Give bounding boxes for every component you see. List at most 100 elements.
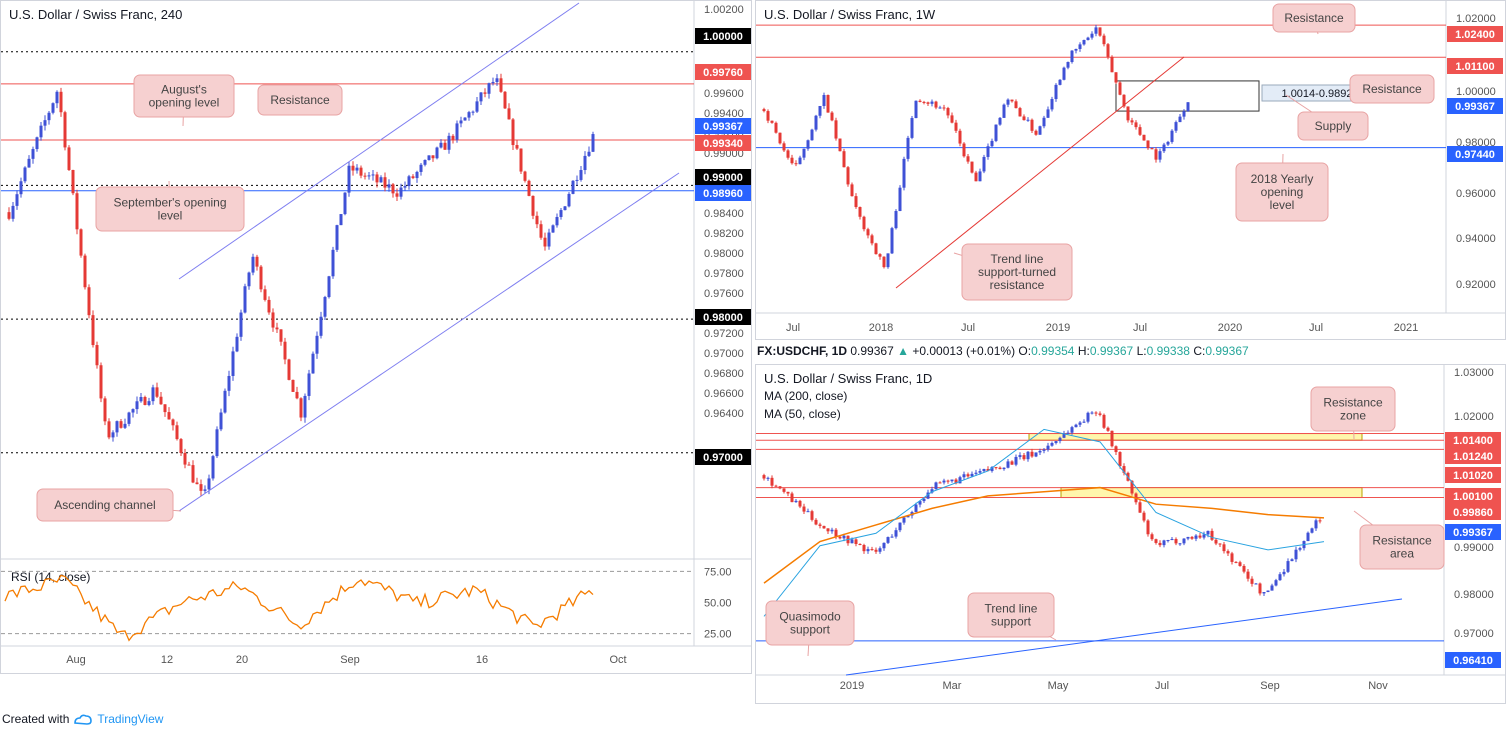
candle-body [1166,141,1170,145]
candle-body [143,397,147,405]
annotation-text: Resistance [1323,396,1383,410]
quote-close-label: C: [1193,344,1206,358]
candle-body [563,206,567,211]
tradingview-brand[interactable]: TradingView [97,712,164,726]
candle-body [850,184,854,197]
ma200-line [763,486,1325,584]
candle-body [195,482,199,485]
candle-body [1170,130,1174,142]
candle-body [1114,446,1118,453]
price-tick-label: 0.97200 [704,328,744,340]
candle-body [487,83,491,94]
price-badge [1445,504,1501,520]
candle-body [1110,56,1114,73]
candle-body [171,419,175,426]
candle-body [1166,540,1170,542]
candle-body [762,109,766,112]
candle-body [882,542,886,549]
candle-body [1026,119,1030,121]
chart-panel-1d[interactable]: U.S. Dollar / Swiss Franc, 1D MA (200, c… [755,364,1506,704]
candle-body [1066,62,1070,68]
channel-upper-line [178,2,580,280]
candle-body [834,120,838,139]
candle-body [1058,437,1062,442]
candle-body [479,92,483,102]
price-badge-label: 0.99367 [1455,101,1495,113]
candle-body [323,297,327,317]
candle-body [47,112,51,121]
candle-body [1150,148,1154,150]
annotation-callout [133,74,235,118]
chart-1w-svg[interactable]: 1.020001.000000.980000.960000.940000.920… [756,1,1505,339]
candle-body [151,387,155,402]
candle-body [1194,535,1198,539]
candle-body [451,135,455,140]
candle-body [770,477,774,486]
candle-body [958,477,962,484]
candle-body [431,155,435,159]
annotation-callout [257,84,343,116]
candle-body [778,486,782,489]
annotation-text: support [991,615,1032,629]
candle-body [1042,117,1046,127]
candle-body [571,180,575,194]
candle-body [1162,144,1166,152]
price-badge [695,64,751,80]
price-badge-label: 0.99760 [703,67,743,79]
price-tick-label: 0.96600 [704,388,744,400]
candle-body [1178,116,1182,123]
annotation-text: Ascending channel [54,498,155,512]
annotation-text: Resistance [1362,82,1422,96]
candle-body [127,412,131,424]
time-tick-label: Jul [961,322,975,334]
candle-body [814,115,818,130]
price-tick-label: 0.97800 [704,268,744,280]
price-badge-label: 0.99000 [703,172,743,184]
candle-body [786,150,790,158]
candle-body [1038,126,1042,135]
candle-body [1158,151,1162,160]
candle-body [271,312,275,328]
candle-body [1142,512,1146,521]
annotation-text: September's opening [113,196,226,210]
candle-body [918,100,922,102]
candle-body [862,544,866,552]
time-tick-label: Jul [1133,322,1147,334]
candle-body [1178,543,1182,545]
candle-body [1154,149,1158,160]
candle-body [1254,583,1258,585]
candle-body [994,124,998,141]
candle-body [986,146,990,157]
candle-body [299,398,303,418]
candle-body [335,225,339,250]
price-badge-label: 0.96410 [1453,655,1493,667]
rsi-tick-label: 50.00 [704,598,732,610]
candle-body [463,117,467,121]
ma50-label: MA (50, close) [764,407,841,421]
candle-body [167,412,171,420]
candle-body [854,539,858,544]
chart-panel-1w[interactable]: U.S. Dollar / Swiss Franc, 1W 1.02000 1.0… [755,0,1506,340]
candle-body [471,111,475,113]
candle-body [179,439,183,453]
price-tick-label: 0.98000 [704,248,744,260]
candle-body [1118,452,1122,467]
price-badge [1447,58,1503,74]
candle-body [1002,467,1006,470]
candle-body [778,132,782,144]
candle-body [982,468,986,472]
candle-body [930,489,934,493]
chart-240-svg[interactable]: 1.002000.999600.996000.994000.992000.990… [1,1,751,673]
chart-1d-svg[interactable]: 1.030001.020001.000000.990000.980000.970… [756,365,1505,703]
candle-body [439,142,443,148]
candle-body [107,421,111,438]
quote-open: 0.99354 [1031,344,1075,358]
candle-body [1030,451,1034,457]
candle-body [782,488,786,492]
candle-body [495,78,499,82]
chart-panel-240[interactable]: U.S. Dollar / Swiss Franc, 240 1.00200 0.… [0,0,752,674]
candle-body [970,473,974,477]
candle-body [1198,535,1202,538]
candle-body [818,105,822,116]
candle-body [95,345,99,366]
